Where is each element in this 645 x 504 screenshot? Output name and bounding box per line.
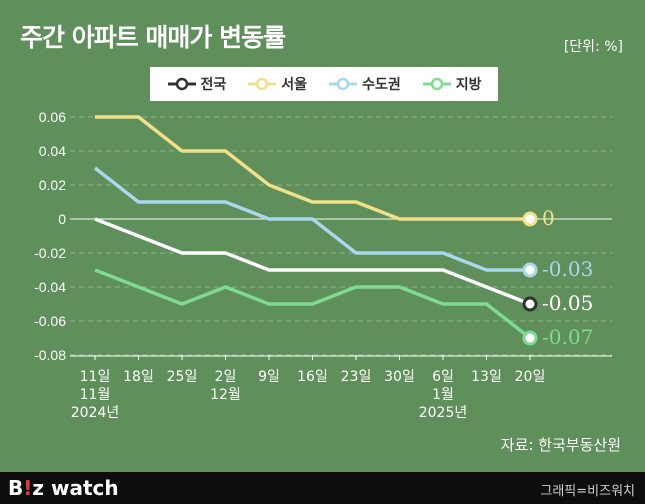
y-tick-label: 0	[58, 211, 66, 227]
end-value-label: -0.07	[542, 325, 593, 349]
x-tick-label: 9일	[258, 369, 280, 385]
y-tick-label: -0.04	[34, 279, 66, 295]
x-tick-label: 11일	[80, 369, 111, 385]
series-line-2	[93, 166, 530, 272]
x-tick-label: 12월	[210, 387, 241, 403]
end-marker	[522, 211, 538, 227]
x-tick-label: 6일	[432, 369, 454, 385]
y-tick-label: 0.02	[39, 177, 66, 193]
x-tick-label: 2일	[215, 369, 237, 385]
x-tick-label: 2024년	[71, 405, 120, 421]
legend-swatch-icon	[248, 77, 277, 91]
x-tick-label: 13일	[471, 369, 502, 385]
y-tick-label: -0.02	[34, 245, 66, 261]
y-tick-label: 0.04	[39, 143, 66, 159]
legend-swatch-icon	[422, 77, 451, 91]
x-tick-label: 16일	[297, 369, 328, 385]
legend-item-capital-area: 수도권	[328, 74, 401, 94]
legend-swatch-icon	[329, 77, 358, 91]
legend: 전국 서울 수도권 지방	[150, 67, 498, 101]
legend-swatch-icon	[167, 77, 196, 91]
x-tick-label: 25일	[167, 369, 198, 385]
y-tick-label: -0.08	[34, 347, 66, 363]
legend-item-national: 전국	[167, 74, 227, 94]
end-value-label: -0.05	[542, 291, 593, 315]
x-tick-label: 1월	[432, 387, 454, 403]
line-chart: 0.06 0.04 0.02 0 -0.02 -0.04 -0.06 -0.08 11일 11월 2…	[34, 109, 612, 421]
y-tick-label: 0.06	[39, 109, 66, 125]
legend-item-regional: 지방	[422, 74, 482, 94]
x-tick-label: 23일	[341, 369, 372, 385]
x-tick-label: 2025년	[419, 405, 468, 421]
end-marker	[522, 330, 538, 346]
series-line-3	[94, 268, 532, 340]
source-note: 자료: 한국부동산원	[500, 436, 621, 454]
end-value-label: -0.03	[542, 257, 593, 281]
footer-bar: B!z watch 그래픽=비즈워치	[0, 472, 645, 504]
x-tick-label: 11월	[80, 387, 111, 403]
legend-label: 수도권	[362, 77, 401, 93]
end-marker	[522, 262, 538, 278]
x-tick-label: 20일	[515, 369, 546, 385]
legend-label: 전국	[200, 77, 227, 93]
y-tick-label: -0.06	[34, 313, 66, 329]
series-line-1	[95, 115, 530, 221]
unit-label: [단위: %]	[563, 39, 623, 55]
bizwatch-logo: B!z watch	[8, 476, 119, 500]
end-value-label: 0	[542, 206, 555, 230]
x-tick-label: 30일	[384, 369, 415, 385]
legend-label: 서울	[281, 77, 308, 93]
chart-title: 주간 아파트 매매가 변동률	[20, 23, 286, 52]
end-marker	[522, 296, 538, 312]
graphic-credit: 그래픽=비즈워치	[540, 484, 635, 499]
legend-label: 지방	[455, 77, 482, 93]
legend-item-seoul: 서울	[247, 74, 307, 94]
series-line-0	[94, 217, 531, 306]
x-tick-label: 18일	[123, 369, 154, 385]
